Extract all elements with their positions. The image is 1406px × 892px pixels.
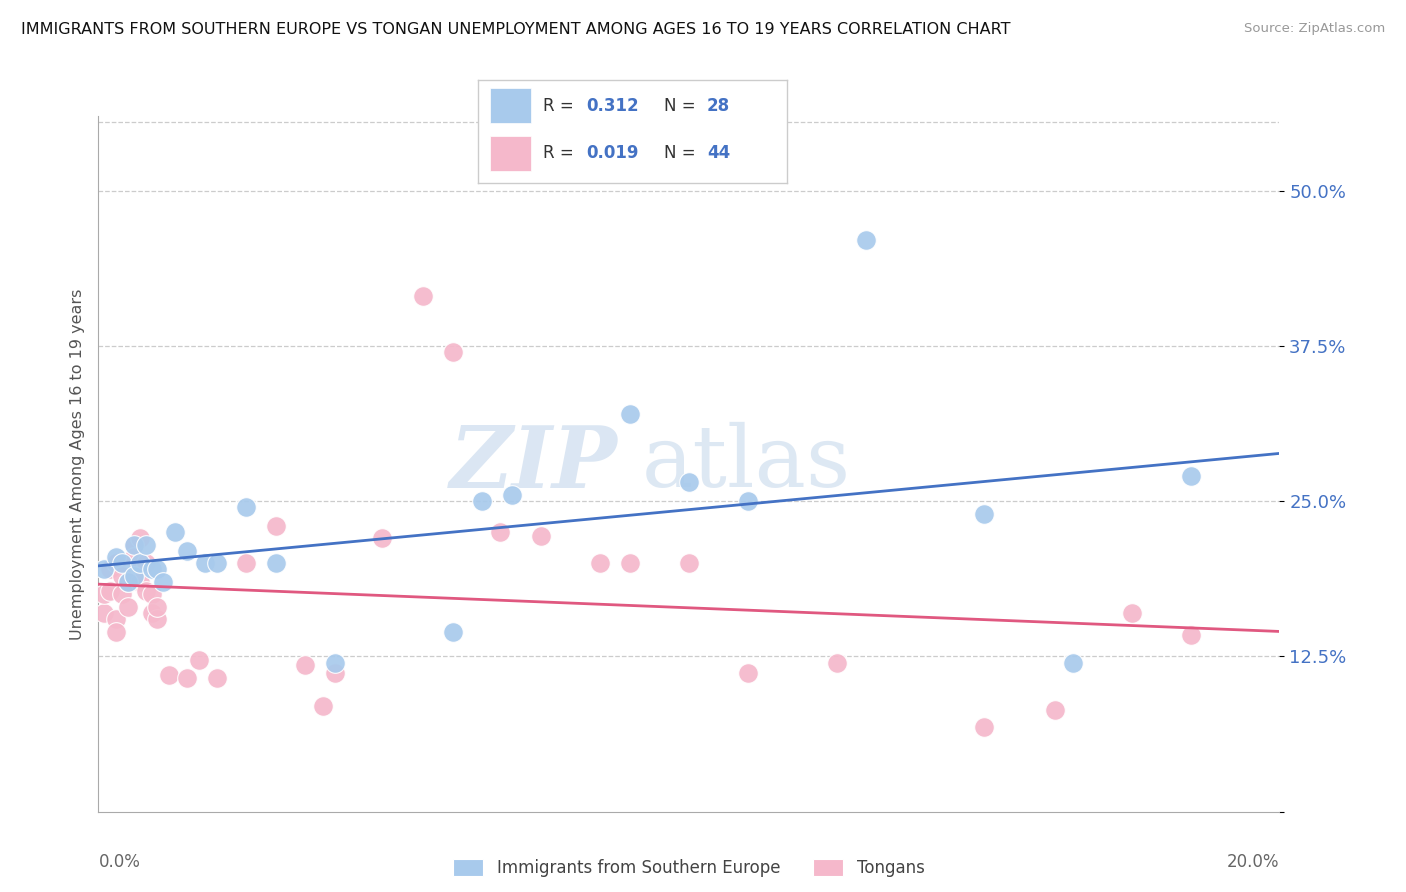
Point (122, 538, 145, 552)
Point (176, 544, 198, 558)
Point (135, 556, 157, 570)
Point (111, 587, 134, 601)
Point (93, 562, 115, 576)
Point (855, 233, 877, 247)
Bar (491, 136, 530, 170)
Point (117, 599, 139, 614)
Point (187, 653, 209, 667)
Point (105, 624, 128, 639)
Point (146, 562, 169, 576)
Text: 20.0%: 20.0% (1227, 854, 1279, 871)
Point (122, 549, 145, 564)
Point (973, 507, 995, 521)
Point (294, 658, 316, 673)
Point (141, 587, 163, 601)
Point (412, 289, 434, 303)
Text: 0.019: 0.019 (586, 145, 638, 162)
Point (98, 562, 121, 576)
Point (146, 612, 169, 626)
Point (371, 532, 394, 546)
Point (135, 538, 157, 552)
Y-axis label: Unemployment Among Ages 16 to 19 years: Unemployment Among Ages 16 to 19 years (69, 288, 84, 640)
Point (235, 500, 257, 515)
Point (825, 656, 848, 670)
Point (135, 583, 157, 598)
Point (205, 556, 228, 570)
Point (122, 568, 145, 582)
Point (323, 665, 346, 680)
Text: ZIP: ZIP (450, 422, 619, 506)
Point (128, 556, 150, 570)
Point (157, 668, 180, 682)
Point (737, 494, 759, 508)
Point (111, 568, 134, 582)
Point (152, 574, 174, 589)
Point (111, 556, 134, 570)
Point (105, 612, 128, 626)
Point (105, 556, 128, 570)
Point (146, 599, 169, 614)
Point (122, 538, 145, 552)
Point (128, 532, 150, 546)
Point (441, 624, 464, 639)
Text: 0.312: 0.312 (586, 97, 638, 115)
Point (471, 494, 494, 508)
Point (1062, 656, 1084, 670)
Point (141, 562, 163, 576)
Point (117, 574, 139, 589)
Point (737, 665, 759, 680)
Point (176, 671, 198, 685)
Point (501, 488, 523, 502)
Point (117, 574, 139, 589)
Point (678, 475, 700, 490)
Point (264, 556, 287, 570)
Text: 44: 44 (707, 145, 730, 162)
Point (312, 699, 335, 714)
Bar (491, 88, 530, 123)
Point (323, 656, 346, 670)
Point (678, 556, 700, 570)
Text: 0.0%: 0.0% (98, 854, 141, 871)
Text: R =: R = (543, 97, 579, 115)
Text: R =: R = (543, 145, 579, 162)
Point (441, 345, 464, 359)
Text: Source: ZipAtlas.com: Source: ZipAtlas.com (1244, 22, 1385, 36)
Point (1180, 469, 1202, 483)
Point (128, 574, 150, 589)
Text: N =: N = (664, 145, 700, 162)
Point (205, 671, 228, 685)
Point (93, 606, 115, 620)
Point (165, 525, 187, 540)
Point (489, 525, 512, 540)
Text: IMMIGRANTS FROM SOUTHERN EUROPE VS TONGAN UNEMPLOYMENT AMONG AGES 16 TO 19 YEARS: IMMIGRANTS FROM SOUTHERN EUROPE VS TONGA… (21, 22, 1011, 37)
Legend: Immigrants from Southern Europe, Tongans: Immigrants from Southern Europe, Tongans (447, 852, 931, 883)
Point (194, 556, 217, 570)
Point (589, 556, 612, 570)
Point (141, 606, 163, 620)
Point (619, 407, 641, 421)
Point (264, 519, 287, 533)
Point (619, 556, 641, 570)
Text: atlas: atlas (641, 422, 851, 506)
Text: N =: N = (664, 97, 700, 115)
Point (1180, 628, 1202, 642)
Point (98, 583, 121, 598)
Point (973, 720, 995, 734)
Text: 28: 28 (707, 97, 730, 115)
Point (105, 549, 128, 564)
Point (530, 529, 553, 543)
Point (1043, 703, 1066, 717)
Point (235, 556, 257, 570)
Point (1121, 606, 1143, 620)
Point (93, 587, 115, 601)
